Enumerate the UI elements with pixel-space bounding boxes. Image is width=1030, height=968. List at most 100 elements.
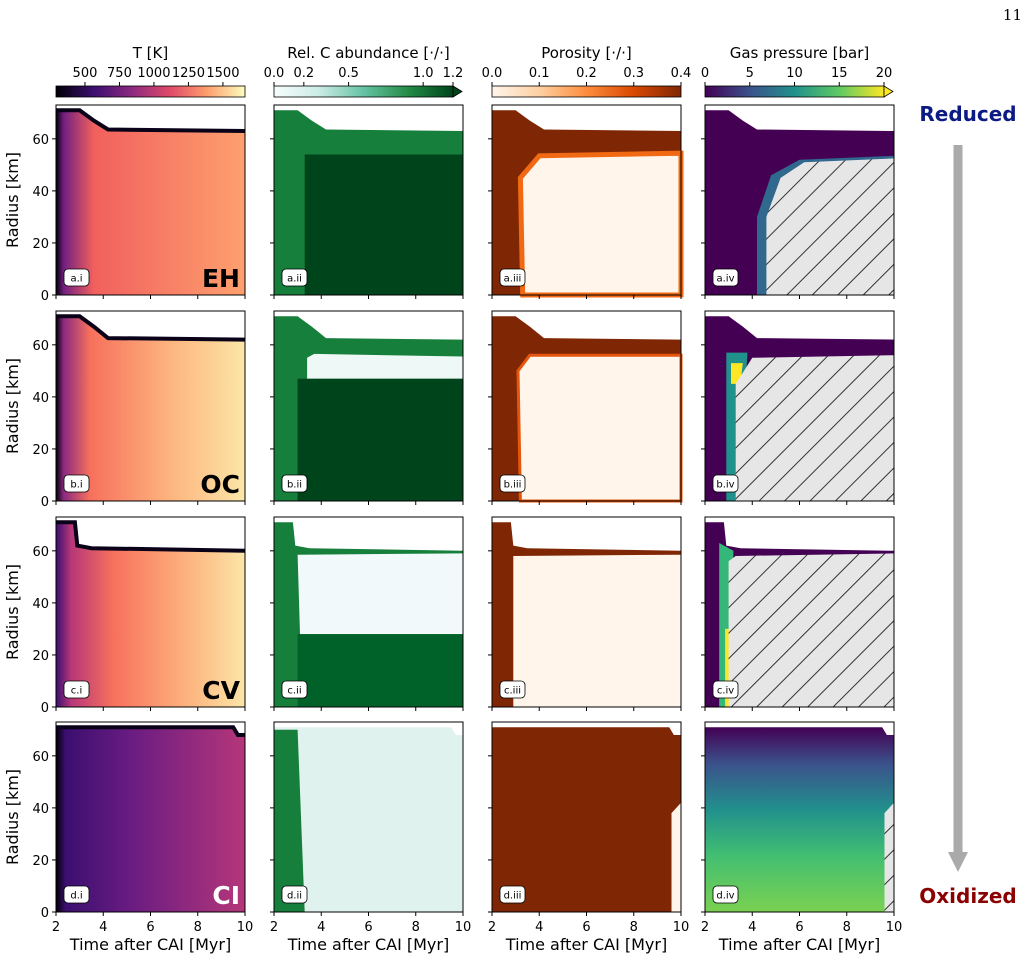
region <box>735 355 894 501</box>
panel-label: a.iii <box>504 274 522 285</box>
region <box>297 553 463 635</box>
panel-label: c.i <box>71 686 82 697</box>
colorbar-tick-label: 750 <box>107 66 132 81</box>
x-tick-label: 8 <box>194 920 202 935</box>
colorbar-tick-label: 0.5 <box>338 66 359 81</box>
panel-label-box <box>63 680 90 699</box>
colorbar <box>55 85 246 98</box>
colorbar-tick-label: 0.3 <box>623 66 644 81</box>
colorbar-tick-label: 500 <box>73 66 98 81</box>
panel-label-box <box>712 885 739 904</box>
row-label: CV <box>202 676 240 705</box>
colorbar <box>273 85 454 98</box>
panel-label-box <box>281 268 308 287</box>
y-tick-label: 40 <box>32 185 49 200</box>
colorbar-tick-label: 1000 <box>137 66 170 81</box>
x-tick-label: 2 <box>270 920 278 935</box>
trend-arrow-head <box>948 852 968 872</box>
colorbar-tick-label: 0.0 <box>482 66 503 81</box>
y-axis-label: Radius [km] <box>3 152 22 248</box>
x-tick-label: 6 <box>364 920 372 935</box>
region <box>728 553 894 707</box>
surface-rim <box>56 108 246 133</box>
colorbar-label: Porosity [·/·] <box>541 44 632 62</box>
x-tick-label: 8 <box>843 920 851 935</box>
region <box>766 158 894 295</box>
colorbar-tick-label: 10 <box>786 66 803 81</box>
colorbar <box>704 85 885 98</box>
x-axis-label: Time after CAI [Myr] <box>718 935 880 954</box>
region <box>492 727 681 912</box>
x-tick-label: 6 <box>146 920 154 935</box>
panel-label-box <box>63 268 90 287</box>
panel-label: d.ii <box>287 891 302 902</box>
region <box>304 154 463 295</box>
panel-label-box <box>499 268 526 287</box>
y-tick-label: 40 <box>32 597 49 612</box>
colorbar-tick-label: 0.2 <box>293 66 314 81</box>
region <box>513 554 681 707</box>
row-label: CI <box>212 881 240 910</box>
panel-label-box <box>63 474 90 493</box>
colorbar-tick-label: 1500 <box>206 66 239 81</box>
panel-label: a.ii <box>287 274 302 285</box>
region <box>56 522 245 707</box>
surface-rim <box>56 725 245 737</box>
colorbar-tick-label: 0 <box>701 66 709 81</box>
panel-label: b.i <box>70 480 82 491</box>
colorbar <box>491 85 682 98</box>
y-tick-label: 60 <box>32 133 49 148</box>
panel-label: d.iii <box>504 891 522 902</box>
colorbar-label: Gas pressure [bar] <box>730 44 870 62</box>
colorbar-tick-label: 0.2 <box>576 66 597 81</box>
trend-bottom: Oxidized <box>919 884 1016 908</box>
panel-label: b.iv <box>716 480 734 491</box>
y-tick-label: 60 <box>32 545 49 560</box>
y-tick-label: 60 <box>32 339 49 354</box>
region <box>516 353 683 503</box>
panel-label-box <box>712 474 739 493</box>
y-tick-label: 60 <box>32 750 49 765</box>
x-tick-label: 2 <box>701 920 709 935</box>
panel-label-box <box>499 474 526 493</box>
surface-rim <box>56 314 246 342</box>
panel-label-box <box>712 268 739 287</box>
y-axis-label: Radius [km] <box>3 564 22 660</box>
region <box>274 727 463 912</box>
panel-label: a.iv <box>716 274 734 285</box>
x-tick-label: 10 <box>673 920 690 935</box>
panel-label: d.iv <box>716 891 734 902</box>
panel-label: b.iii <box>504 480 522 491</box>
panel-label-box <box>281 474 308 493</box>
x-tick-label: 4 <box>99 920 107 935</box>
panel-label-box <box>281 885 308 904</box>
colorbar-extend <box>883 85 894 98</box>
y-tick-label: 20 <box>32 649 49 664</box>
region <box>56 316 245 501</box>
colorbar-tick-label: 0.4 <box>671 66 692 81</box>
row-label: OC <box>200 470 240 499</box>
colorbar-label: T [K] <box>132 44 168 62</box>
region <box>705 727 894 912</box>
y-tick-label: 20 <box>32 854 49 869</box>
panel-label: c.iii <box>504 686 521 697</box>
region <box>274 729 305 912</box>
y-tick-label: 20 <box>32 237 49 252</box>
panel-label-box <box>63 885 90 904</box>
y-tick-label: 0 <box>41 289 49 304</box>
panel-label-box <box>281 680 308 699</box>
page-number: 11 <box>1003 6 1022 24</box>
y-tick-label: 40 <box>32 802 49 817</box>
x-tick-label: 4 <box>317 920 325 935</box>
x-tick-label: 4 <box>748 920 756 935</box>
x-tick-label: 6 <box>795 920 803 935</box>
panel-label: a.i <box>70 274 82 285</box>
region <box>517 150 684 298</box>
x-tick-label: 10 <box>237 920 254 935</box>
colorbar-label: Rel. C abundance [·/·] <box>287 44 449 62</box>
trend-top: Reduced <box>919 102 1016 126</box>
panel-label-box <box>712 680 739 699</box>
panel-label: c.iv <box>717 686 734 697</box>
colorbar-tick-label: 1.0 <box>413 66 434 81</box>
